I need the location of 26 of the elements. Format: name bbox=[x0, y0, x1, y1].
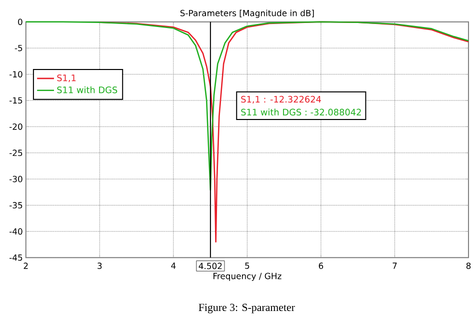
annotation: S11 with DGS : -32.088042 bbox=[241, 108, 361, 116]
x-tick-label: 3 bbox=[98, 262, 102, 269]
y-tick-label: -40 bbox=[10, 228, 22, 234]
x-axis-title: Frequency / GHz bbox=[214, 272, 282, 281]
y-tick-label: -20 bbox=[10, 123, 22, 130]
y-tick-label: -45 bbox=[10, 254, 22, 261]
caption: Figure 3: S-parameter bbox=[198, 304, 295, 314]
legend-label: S1,1 bbox=[57, 74, 76, 82]
y-tick-label: 0 bbox=[18, 18, 22, 25]
x-tick-label: 8 bbox=[466, 262, 471, 269]
x-tick-label: 2 bbox=[24, 262, 28, 269]
x-tick-label: 4 bbox=[171, 262, 176, 269]
y-tick-label: -15 bbox=[10, 97, 22, 104]
x-tick-label: 6 bbox=[318, 262, 324, 269]
y-tick-label: -5 bbox=[14, 44, 22, 52]
y-tick-label: -30 bbox=[10, 176, 22, 182]
x-tick-label: 7 bbox=[392, 262, 397, 269]
ref-line-label: 4.502 bbox=[198, 262, 222, 270]
y-tick-label: -35 bbox=[10, 202, 22, 208]
chart-title: S-Parameters [Magnitude in dB] bbox=[180, 10, 314, 18]
annotation: S1,1 : -12.322624 bbox=[241, 96, 321, 104]
legend-label: S11 with DGS bbox=[57, 86, 118, 94]
y-tick-label: -10 bbox=[10, 70, 22, 78]
x-tick-label: 5 bbox=[245, 262, 250, 269]
y-tick-label: -25 bbox=[10, 150, 22, 156]
line-series bbox=[25, 21, 470, 191]
